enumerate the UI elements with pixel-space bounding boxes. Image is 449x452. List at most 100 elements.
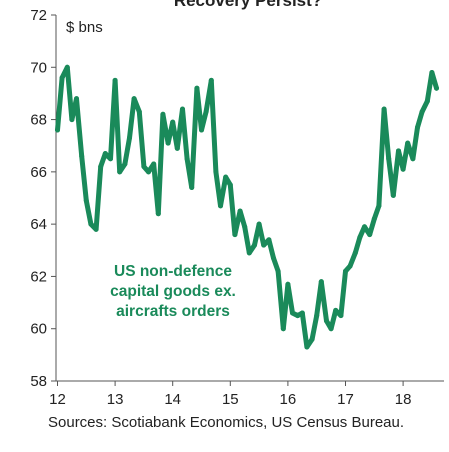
x-tick-label: 13 [107, 391, 124, 408]
data-point [74, 96, 80, 102]
data-point [170, 119, 176, 125]
data-point [242, 224, 248, 230]
data-point [381, 106, 387, 112]
data-point [59, 75, 65, 81]
annotation-line: capital goods ex. [110, 283, 236, 300]
data-point [184, 156, 190, 162]
source-note: Sources: Scotiabank Economics, US Census… [48, 414, 405, 431]
data-point [290, 310, 296, 316]
y-tick-label: 64 [30, 216, 47, 233]
data-point [266, 237, 272, 243]
data-point [203, 109, 209, 115]
data-point [367, 232, 373, 238]
data-point [160, 111, 166, 117]
data-point [318, 279, 324, 285]
data-point [314, 313, 320, 319]
data-point [208, 77, 214, 83]
data-point [352, 250, 358, 256]
data-point [194, 85, 200, 91]
data-point [79, 153, 85, 159]
data-point [328, 326, 334, 332]
data-point [237, 208, 243, 214]
series-annotation: US non-defence capital goods ex. aircrafts… [110, 263, 236, 320]
data-point [213, 169, 219, 175]
data-point [189, 185, 195, 191]
data-point [338, 313, 344, 319]
data-point [271, 255, 276, 261]
data-point [405, 140, 411, 146]
data-point [127, 135, 132, 141]
data-point [400, 166, 406, 172]
data-point [83, 198, 89, 204]
x-tick-label: 15 [222, 391, 239, 408]
data-point [395, 148, 401, 154]
data-point [227, 182, 233, 188]
data-point [371, 216, 377, 222]
data-point [415, 124, 420, 130]
data-point [93, 226, 99, 232]
data-point [323, 318, 329, 324]
y-tick-label: 60 [30, 321, 47, 338]
data-point [131, 96, 137, 102]
y-tick-label: 68 [30, 112, 47, 129]
data-point [146, 169, 152, 175]
data-point [88, 221, 94, 227]
data-point [151, 161, 157, 167]
data-point [155, 211, 161, 217]
data-point [174, 145, 180, 151]
data-points [55, 64, 440, 350]
data-point [261, 242, 267, 248]
data-point [55, 127, 60, 133]
data-point [333, 307, 339, 313]
data-point [304, 344, 310, 350]
data-point [285, 281, 291, 287]
data-point [199, 127, 204, 133]
data-point [295, 313, 301, 319]
data-point [179, 106, 185, 112]
data-point [251, 242, 257, 248]
x-tick-label: 12 [49, 391, 66, 408]
data-point [376, 203, 382, 209]
x-tick-label: 18 [395, 391, 412, 408]
data-point [64, 64, 70, 70]
data-point [309, 336, 315, 342]
data-point [98, 164, 104, 170]
data-point [218, 203, 224, 209]
chart-title: Recovery Persist? [174, 0, 322, 10]
data-point [347, 263, 353, 269]
data-point [141, 164, 147, 170]
data-point [223, 174, 229, 180]
data-point [69, 117, 75, 123]
data-point [275, 268, 281, 274]
data-point [419, 109, 425, 115]
data-point [424, 98, 430, 104]
data-point [232, 232, 238, 238]
y-tick-label: 70 [30, 59, 47, 76]
data-point [390, 192, 396, 198]
data-point [256, 221, 262, 227]
data-point [343, 268, 348, 274]
y-tick-label: 66 [30, 164, 47, 181]
y-tick-label: 62 [30, 268, 47, 285]
annotation-line: US non-defence [114, 263, 232, 280]
x-axis: 12 13 14 15 16 17 18 [49, 380, 444, 408]
data-point [117, 169, 123, 175]
annotation-line: aircrafts orders [116, 303, 230, 320]
data-point [357, 234, 363, 240]
data-point [410, 156, 416, 162]
data-point [362, 224, 368, 230]
data-point [299, 310, 305, 316]
y-tick-label: 72 [30, 7, 47, 24]
data-point [246, 250, 252, 256]
data-point [386, 156, 392, 162]
data-point [280, 326, 286, 332]
data-point [165, 140, 171, 146]
data-point [107, 156, 113, 162]
x-tick-label: 17 [337, 391, 354, 408]
data-point [434, 85, 440, 91]
y-axis-unit-label: $ bns [66, 19, 103, 36]
data-point [429, 70, 435, 76]
y-tick-label: 58 [30, 373, 47, 390]
data-point [136, 109, 142, 115]
